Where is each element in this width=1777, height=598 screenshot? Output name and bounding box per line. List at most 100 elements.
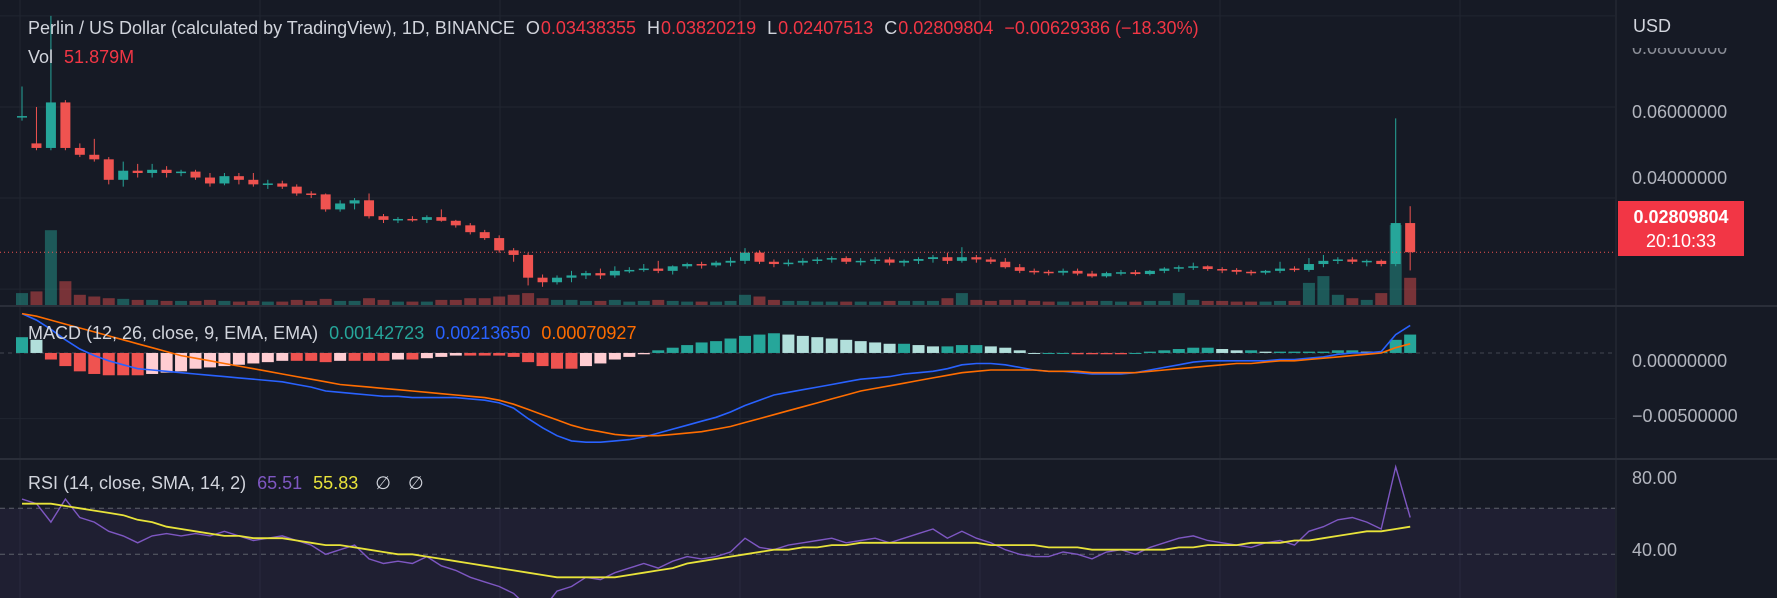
macd-histogram-bar <box>261 352 274 363</box>
macd-histogram-bar <box>449 352 462 356</box>
volume-bar <box>88 296 101 305</box>
candle-body <box>494 238 505 251</box>
macd-histogram-bar <box>420 352 433 359</box>
candle-body <box>985 259 996 262</box>
volume-value: 51.879M <box>64 47 135 67</box>
volume-bar <box>160 300 173 305</box>
candle-body <box>392 218 403 221</box>
candle-body <box>1376 260 1387 265</box>
candle-body <box>783 262 794 265</box>
candle-body <box>1202 266 1213 270</box>
candle-body <box>653 268 664 271</box>
macd-histogram-bar <box>493 352 506 356</box>
volume-bar <box>1028 300 1041 305</box>
rsi-tick-label: 80.00 <box>1632 468 1678 488</box>
volume-bar <box>637 300 650 305</box>
macd-histogram-bar <box>1028 352 1041 354</box>
macd-histogram-bar <box>854 341 867 353</box>
candle-body <box>1101 273 1112 277</box>
candle-body <box>523 254 534 278</box>
candle-body <box>1332 259 1343 261</box>
macd-histogram-bar <box>782 334 795 353</box>
macd-histogram-bar <box>1216 349 1229 353</box>
candle-body <box>248 179 259 185</box>
volume-bar <box>30 291 43 305</box>
macd-histogram-bar <box>941 346 954 353</box>
macd-signal-value: 0.00070927 <box>541 323 637 343</box>
candle-body <box>89 154 100 160</box>
candle-body <box>537 277 548 283</box>
candle-body <box>812 259 823 261</box>
candle-body <box>1347 259 1358 262</box>
rsi-legend[interactable]: RSI (14, close, SMA, 14, 2) 65.51 55.83 … <box>28 473 430 494</box>
volume-label: Vol <box>28 47 54 67</box>
volume-bar <box>1230 301 1243 305</box>
volume-bar <box>811 301 824 305</box>
macd-histogram-bar <box>970 345 983 353</box>
macd-histogram-bar <box>305 352 318 361</box>
open-label: O <box>525 18 540 38</box>
volume-bar <box>478 298 491 305</box>
volume-bar <box>579 300 592 305</box>
volume-bar <box>102 298 115 305</box>
macd-histogram-bar <box>276 352 289 361</box>
volume-bar <box>1114 301 1127 305</box>
price-tick-label: 0.08000000 <box>1632 38 1728 58</box>
candle-body <box>971 257 982 260</box>
macd-histogram <box>16 333 1417 376</box>
volume-bar <box>941 298 954 305</box>
macd-histogram-bar <box>579 352 592 367</box>
macd-legend[interactable]: MACD (12, 26, close, 9, EMA, EMA) 0.0014… <box>28 323 642 344</box>
macd-histogram-bar <box>44 352 57 360</box>
candle-body <box>870 259 881 261</box>
candle-body <box>624 269 635 272</box>
candle-body <box>595 273 606 276</box>
candle-body <box>1275 268 1286 271</box>
candle-body <box>147 169 158 173</box>
volume-bar <box>290 299 303 305</box>
macd-histogram-bar <box>522 352 535 363</box>
volume-bar <box>1129 301 1142 305</box>
volume-legend[interactable]: Vol 51.879M <box>28 47 140 68</box>
macd-histogram-bar <box>1013 350 1026 353</box>
volume-bar <box>189 300 202 305</box>
macd-histogram-bar <box>1259 351 1272 353</box>
price-tick-label: 0.06000000 <box>1632 102 1728 122</box>
volume-bar <box>926 300 939 305</box>
volume-bar <box>44 230 57 305</box>
macd-histogram-bar <box>464 352 477 356</box>
macd-hist-value: 0.00142723 <box>329 323 425 343</box>
candle-body <box>1029 270 1040 273</box>
macd-histogram-bar <box>1158 350 1171 353</box>
currency-label[interactable]: USD <box>1633 16 1672 36</box>
price-candles <box>17 15 1416 287</box>
macd-histogram-bar <box>478 352 491 356</box>
volume-bar <box>507 294 520 305</box>
candle-body <box>450 220 461 226</box>
macd-histogram-bar <box>247 352 260 364</box>
macd-histogram-bar <box>681 345 694 353</box>
volume-bar <box>898 300 911 305</box>
symbol-legend[interactable]: Perlin / US Dollar (calculated by Tradin… <box>28 18 1205 39</box>
candle-body <box>378 216 389 220</box>
macd-histogram-bar <box>1317 351 1330 353</box>
macd-histogram-bar <box>1100 352 1113 355</box>
volume-bar <box>739 294 751 305</box>
macd-histogram-bar <box>753 334 766 353</box>
macd-histogram-bar <box>883 343 896 353</box>
rsi-line <box>21 464 1411 598</box>
volume-bar <box>536 298 549 305</box>
macd-histogram-bar <box>898 343 911 353</box>
candle-body <box>118 170 129 180</box>
macd-histogram-bar <box>391 352 404 360</box>
macd-histogram-bar <box>59 352 72 367</box>
volume-bar <box>435 299 448 305</box>
candle-body <box>580 273 591 276</box>
candle-body <box>1231 269 1242 272</box>
macd-histogram-bar <box>926 346 939 353</box>
macd-histogram-bar <box>1071 352 1084 355</box>
volume-bar <box>1259 301 1272 305</box>
